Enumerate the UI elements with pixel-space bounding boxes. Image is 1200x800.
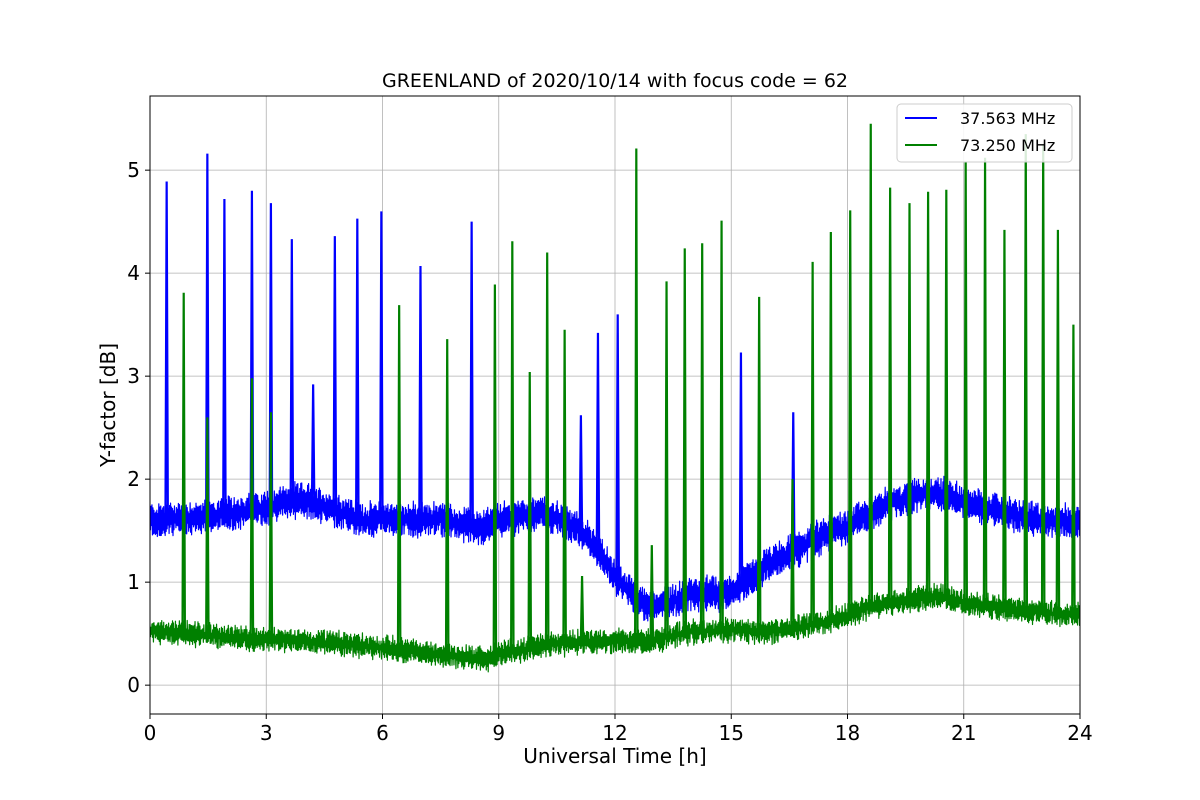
series-2-spike — [249, 378, 255, 639]
series-2-spike — [444, 339, 450, 655]
series-1-spike — [205, 153, 210, 517]
x-tick-label: 0 — [144, 721, 157, 745]
series-1-line — [150, 475, 1080, 622]
y-axis-ticks: 0 1 2 3 4 5 — [127, 158, 150, 697]
x-tick-label: 24 — [1067, 721, 1092, 745]
series-2-spike — [396, 305, 402, 650]
y-tick-label: 1 — [127, 570, 140, 594]
x-axis-label: Universal Time [h] — [523, 744, 706, 768]
series-1-spike — [332, 236, 338, 511]
series-2-spike — [205, 417, 210, 636]
series-2-spike — [1040, 144, 1046, 614]
series-1-spike — [289, 239, 295, 502]
series-2-spike — [268, 412, 274, 640]
series-1-spike — [379, 211, 384, 519]
series-2-line — [150, 582, 1080, 673]
x-tick-label: 12 — [602, 721, 627, 745]
x-tick-label: 15 — [719, 721, 744, 745]
series-1-spike — [615, 314, 621, 580]
series-2-spike — [492, 284, 498, 656]
series-2-spike — [649, 545, 655, 641]
plot-area — [150, 123, 1080, 673]
series-1-spike — [578, 415, 584, 533]
series-2-spike — [963, 161, 968, 604]
series-2-spike — [887, 187, 893, 603]
series-2-spike — [790, 479, 795, 629]
x-axis-ticks: 0 3 6 9 12 15 18 21 24 — [144, 714, 1093, 745]
series-2-spike — [810, 261, 815, 625]
legend-label-series-2: 73.250 MHz — [960, 136, 1055, 155]
series-2-spike — [664, 281, 669, 638]
legend: 37.563 MHz 73.250 MHz — [896, 103, 1073, 163]
series-2-spike — [1002, 229, 1007, 609]
series-2-spike — [868, 123, 874, 607]
series-1-spike — [222, 198, 227, 515]
x-tick-label: 3 — [260, 721, 273, 745]
series-2-spike — [1071, 324, 1076, 615]
series-1-spike — [310, 384, 316, 503]
legend-label-series-1: 37.563 MHz — [960, 109, 1055, 128]
y-tick-label: 0 — [127, 673, 140, 697]
series-1-spike — [268, 203, 274, 507]
y-tick-label: 4 — [127, 261, 140, 285]
series-2-spike — [828, 231, 834, 621]
series-2-spike — [1055, 229, 1061, 614]
series-1-spike — [738, 352, 744, 585]
series-2-spike — [719, 220, 724, 631]
x-tick-label: 6 — [376, 721, 389, 745]
series-2 — [150, 123, 1080, 673]
series-2-spike — [562, 329, 567, 644]
series-2-spike — [907, 203, 912, 600]
series-2-spike — [181, 292, 187, 634]
series-2-spike — [982, 157, 988, 606]
series-2-spike — [756, 296, 762, 632]
series-2-spike — [579, 575, 585, 642]
series-2-spike — [634, 148, 639, 642]
series-2-spike — [699, 243, 705, 632]
series-2-spike — [1023, 134, 1029, 612]
y-tick-label: 5 — [127, 158, 140, 182]
series-1-spike — [164, 181, 169, 520]
x-tick-label: 9 — [492, 721, 505, 745]
series-2-spike — [510, 241, 515, 652]
series-1-spike — [418, 265, 423, 521]
x-tick-label: 18 — [835, 721, 860, 745]
series-1-spike — [469, 221, 474, 527]
chart-title: GREENLAND of 2020/10/14 with focus code … — [382, 70, 848, 92]
series-2-spike — [847, 210, 853, 615]
series-2-spike — [544, 252, 550, 645]
series-1-spike — [595, 332, 601, 550]
series-2-spike — [682, 248, 688, 634]
y-tick-label: 3 — [127, 364, 140, 388]
x-tick-label: 21 — [951, 721, 976, 745]
y-axis-label: Y-factor [dB] — [96, 343, 120, 468]
series-1-spike — [355, 218, 360, 519]
series-2-spike — [925, 191, 931, 598]
series-layer — [150, 123, 1080, 673]
y-tick-label: 2 — [127, 467, 140, 491]
series-2-spike — [944, 189, 949, 598]
series-2-spike — [527, 372, 533, 648]
legend-box — [896, 103, 1073, 163]
